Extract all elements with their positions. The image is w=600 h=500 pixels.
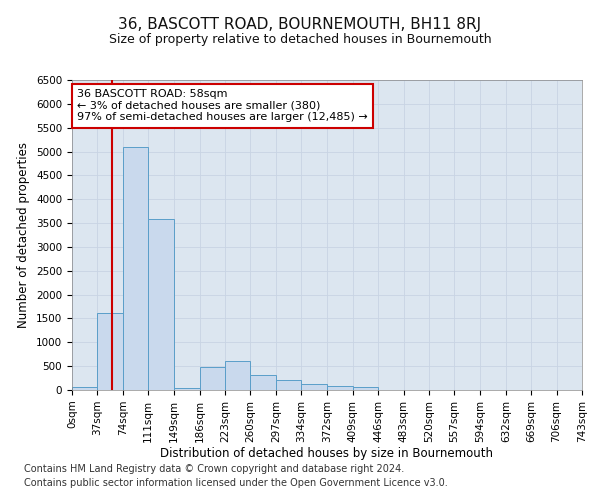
Bar (72, 387, 97, 390)
Bar (250, 374, 276, 390)
Text: Contains HM Land Registry data © Crown copyright and database right 2024.: Contains HM Land Registry data © Crown c… (24, 464, 404, 474)
Y-axis label: Number of detached properties: Number of detached properties (17, 142, 31, 328)
Bar (328, 386, 353, 390)
Bar (123, 147, 148, 390)
Text: Contains public sector information licensed under the Open Government Licence v3: Contains public sector information licen… (24, 478, 448, 488)
Text: Size of property relative to detached houses in Bournemouth: Size of property relative to detached ho… (109, 32, 491, 46)
X-axis label: Distribution of detached houses by size in Bournemouth: Distribution of detached houses by size … (161, 448, 493, 460)
Bar (148, 220, 174, 390)
Bar (276, 380, 301, 390)
Text: 36 BASCOTT ROAD: 58sqm
← 3% of detached houses are smaller (380)
97% of semi-det: 36 BASCOTT ROAD: 58sqm ← 3% of detached … (77, 90, 368, 122)
Bar (353, 387, 378, 390)
Bar (200, 367, 225, 390)
Bar (174, 388, 200, 390)
Bar (225, 362, 250, 390)
Text: 36, BASCOTT ROAD, BOURNEMOUTH, BH11 8RJ: 36, BASCOTT ROAD, BOURNEMOUTH, BH11 8RJ (118, 18, 482, 32)
Bar (97, 312, 123, 390)
Bar (301, 384, 328, 390)
